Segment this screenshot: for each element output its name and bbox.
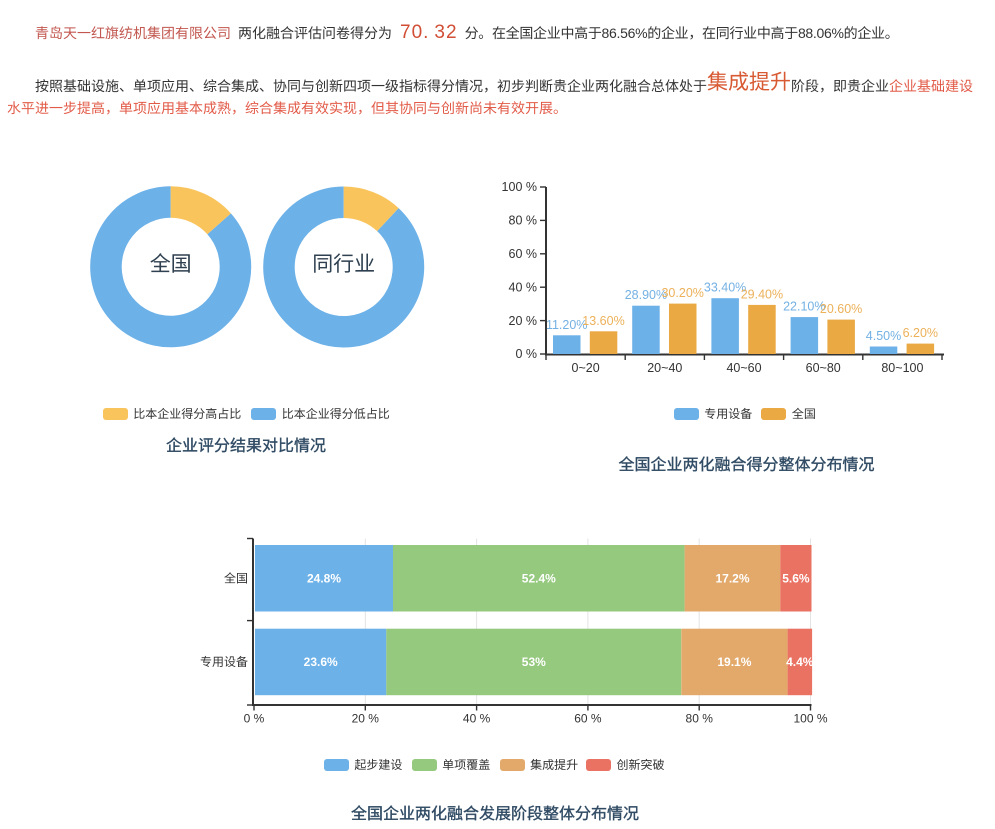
svg-text:11.20%: 11.20% [546, 314, 587, 333]
svg-text:24.8%: 24.8% [307, 570, 341, 587]
svg-text:0~20: 0~20 [572, 357, 600, 376]
svg-text:33.40%: 33.40% [704, 277, 746, 296]
svg-text:专用设备: 专用设备 [200, 653, 248, 670]
svg-text:80 %: 80 % [686, 709, 714, 726]
svg-text:全国: 全国 [224, 570, 248, 587]
svg-text:100 %: 100 % [502, 176, 537, 195]
svg-text:40 %: 40 % [509, 276, 538, 295]
svg-text:60 %: 60 % [574, 709, 602, 726]
svg-text:全国: 全国 [150, 248, 192, 278]
svg-text:40~60: 40~60 [726, 357, 761, 376]
svg-text:60~80: 60~80 [806, 357, 841, 376]
svg-text:13.60%: 13.60% [582, 310, 624, 329]
svg-text:0 %: 0 % [515, 343, 537, 362]
svg-text:同行业: 同行业 [312, 248, 375, 278]
svg-text:40 %: 40 % [463, 709, 491, 726]
svg-text:4.4%: 4.4% [786, 653, 814, 670]
svg-text:30.20%: 30.20% [661, 282, 703, 301]
svg-text:80 %: 80 % [509, 210, 538, 229]
svg-text:5.6%: 5.6% [782, 570, 810, 587]
svg-text:100 %: 100 % [793, 709, 827, 726]
svg-text:17.2%: 17.2% [715, 570, 749, 587]
svg-text:22.10%: 22.10% [783, 296, 825, 315]
svg-text:19.1%: 19.1% [717, 653, 751, 670]
svg-text:20 %: 20 % [352, 709, 380, 726]
svg-text:29.40%: 29.40% [741, 283, 783, 302]
svg-text:20~40: 20~40 [647, 357, 682, 376]
svg-text:23.6%: 23.6% [304, 653, 338, 670]
svg-text:80~100: 80~100 [881, 357, 923, 376]
svg-text:20 %: 20 % [509, 310, 538, 329]
svg-text:60 %: 60 % [509, 243, 538, 262]
svg-text:4.50%: 4.50% [866, 325, 901, 344]
svg-text:52.4%: 52.4% [522, 570, 556, 587]
svg-text:0 %: 0 % [244, 709, 265, 726]
svg-text:28.90%: 28.90% [625, 284, 667, 303]
svg-text:20.60%: 20.60% [820, 298, 862, 317]
svg-text:6.20%: 6.20% [903, 322, 938, 341]
svg-text:53%: 53% [522, 653, 546, 670]
